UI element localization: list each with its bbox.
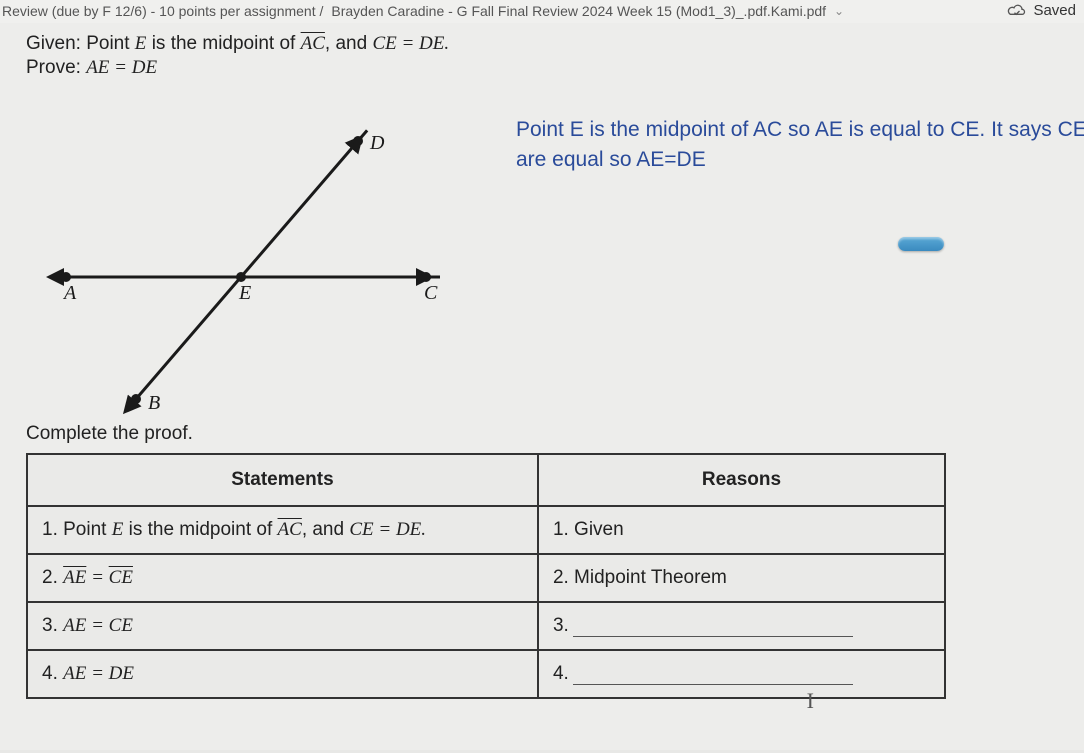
given-equation: CE = DE. xyxy=(372,33,449,54)
point-e: E xyxy=(135,33,147,54)
explanation-line: are equal so AE=DE xyxy=(516,145,1084,175)
prove-label: Prove: xyxy=(26,57,86,78)
student-explanation: Point E is the midpoint of AC so AE is e… xyxy=(516,115,1084,176)
top-bar: Review (due by F 12/6) - 10 points per a… xyxy=(0,0,1084,23)
svg-text:D: D xyxy=(369,132,385,154)
statement-cell: 3. AE = CE xyxy=(27,602,538,650)
segment-ac: AC xyxy=(301,33,325,54)
text-cursor-icon: I xyxy=(807,688,814,714)
statement-cell: 1. Point E is the midpoint of AC, and CE… xyxy=(27,506,538,554)
geometry-diagram: A E C D B xyxy=(26,107,466,427)
reasons-header: Reasons xyxy=(538,454,945,506)
given-text: Point xyxy=(86,33,135,54)
given-text: , and xyxy=(325,33,373,54)
statement-cell: 4. AE = DE xyxy=(27,650,538,698)
svg-text:E: E xyxy=(238,282,251,304)
reason-cell: 2. Midpoint Theorem xyxy=(538,554,945,602)
breadcrumb-file[interactable]: Brayden Caradine - G Fall Final Review 2… xyxy=(331,3,826,19)
svg-text:C: C xyxy=(424,282,438,304)
statements-header: Statements xyxy=(27,454,538,506)
reason-cell: 1. Given xyxy=(538,506,945,554)
cloud-check-icon xyxy=(1007,3,1027,19)
chevron-down-icon[interactable]: ⌄ xyxy=(834,4,844,18)
proof-table: Statements Reasons 1. Point E is the mid… xyxy=(26,453,946,699)
statement-cell: 2. AE = CE xyxy=(27,554,538,602)
saved-label: Saved xyxy=(1033,2,1076,19)
svg-text:A: A xyxy=(62,282,77,304)
figure-area: A E C D B Point E is the midpoint of AC so A… xyxy=(26,107,1084,417)
document-content: Given: Point E is the midpoint of AC, an… xyxy=(0,23,1084,750)
saved-indicator: Saved xyxy=(1007,2,1076,19)
prove-equation: AE = DE xyxy=(86,57,157,78)
breadcrumb-assignment[interactable]: Review (due by F 12/6) - 10 points per a… xyxy=(2,3,323,19)
eraser-icon xyxy=(898,237,944,251)
svg-text:B: B xyxy=(148,392,160,414)
given-label: Given: xyxy=(26,33,86,54)
given-text: is the midpoint of xyxy=(152,33,301,54)
explanation-line: Point E is the midpoint of AC so AE is e… xyxy=(516,115,1084,145)
table-row: 1. Point E is the midpoint of AC, and CE… xyxy=(27,506,945,554)
reason-input[interactable] xyxy=(573,663,853,685)
given-line: Given: Point E is the midpoint of AC, an… xyxy=(26,33,1084,55)
reason-cell[interactable]: 3. xyxy=(538,602,945,650)
reason-cell[interactable]: 4. xyxy=(538,650,945,698)
prove-line: Prove: AE = DE xyxy=(26,57,1084,79)
table-row: 3. AE = CE 3. xyxy=(27,602,945,650)
reason-input[interactable] xyxy=(573,615,853,637)
table-row: 2. AE = CE 2. Midpoint Theorem xyxy=(27,554,945,602)
